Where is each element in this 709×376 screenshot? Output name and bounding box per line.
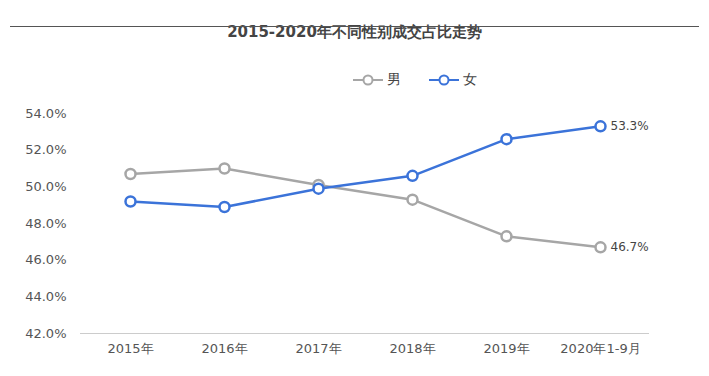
svg-text:52.0%: 52.0%: [25, 142, 66, 157]
html-text:女: 女: [462, 71, 477, 87]
svg-text:54.0%: 54.0%: [25, 106, 66, 121]
svg-text:42.0%: 42.0%: [25, 326, 66, 341]
svg-text:53.3%: 53.3%: [611, 119, 649, 133]
svg-text:2019年: 2019年: [483, 341, 529, 356]
svg-text:2017年: 2017年: [295, 341, 341, 356]
svg-text:44.0%: 44.0%: [25, 289, 66, 304]
svg-text:48.0%: 48.0%: [25, 216, 66, 231]
svg-text:50.0%: 50.0%: [25, 179, 66, 194]
svg-text:46.0%: 46.0%: [25, 252, 66, 267]
svg-text:2018年: 2018年: [389, 341, 435, 356]
svg-text:46.7%: 46.7%: [611, 240, 649, 254]
html-text:男: 男: [386, 71, 401, 87]
svg-text:2020年1-9月: 2020年1-9月: [560, 341, 640, 356]
svg-text:2015年: 2015年: [107, 341, 153, 356]
svg-text:2016年: 2016年: [201, 341, 247, 356]
html-text:2015-2020年不同性别成交占比走势: 2015-2020年不同性别成交占比走势: [227, 23, 482, 41]
